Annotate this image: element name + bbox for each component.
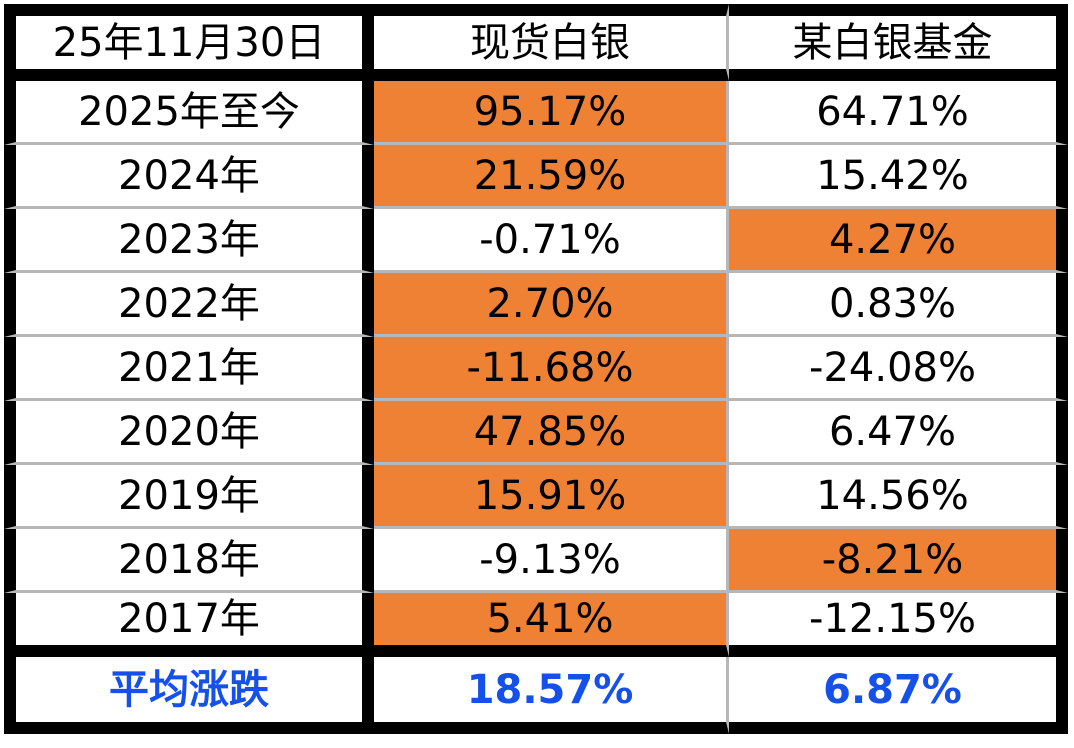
row-label: 2018年 (4, 529, 374, 593)
silver-fund-value: -8.21% (729, 529, 1068, 593)
spot-silver-value: -11.68% (374, 337, 729, 401)
spot-silver-value: 5.41% (374, 593, 729, 657)
spot-silver-value: 95.17% (374, 81, 729, 145)
spot-silver-value: 2.70% (374, 273, 729, 337)
average-label: 平均涨跌 (4, 657, 374, 734)
spot-silver-value: -0.71% (374, 209, 729, 273)
header-silver-fund: 某白银基金 (729, 4, 1068, 81)
row-label: 2023年 (4, 209, 374, 273)
row-label: 2020年 (4, 401, 374, 465)
header-date: 25年11月30日 (4, 4, 374, 81)
row-label: 2024年 (4, 145, 374, 209)
silver-fund-value: 64.71% (729, 81, 1068, 145)
row-label: 2021年 (4, 337, 374, 401)
silver-fund-value: 6.47% (729, 401, 1068, 465)
silver-fund-value: 15.42% (729, 145, 1068, 209)
average-spot-silver: 18.57% (374, 657, 729, 734)
row-label: 2019年 (4, 465, 374, 529)
row-label: 2022年 (4, 273, 374, 337)
silver-fund-value: 14.56% (729, 465, 1068, 529)
silver-fund-value: 0.83% (729, 273, 1068, 337)
returns-grid: 25年11月30日 现货白银 某白银基金 2025年至今 95.17% 64.7… (4, 4, 1068, 742)
spot-silver-value: 21.59% (374, 145, 729, 209)
header-spot-silver: 现货白银 (374, 4, 729, 81)
silver-fund-value: 4.27% (729, 209, 1068, 273)
silver-fund-value: -12.15% (729, 593, 1068, 657)
spot-silver-value: -9.13% (374, 529, 729, 593)
silver-fund-value: -24.08% (729, 337, 1068, 401)
spot-silver-value: 47.85% (374, 401, 729, 465)
row-label: 2025年至今 (4, 81, 374, 145)
spot-silver-value: 15.91% (374, 465, 729, 529)
row-label: 2017年 (4, 593, 374, 657)
average-silver-fund: 6.87% (729, 657, 1068, 734)
